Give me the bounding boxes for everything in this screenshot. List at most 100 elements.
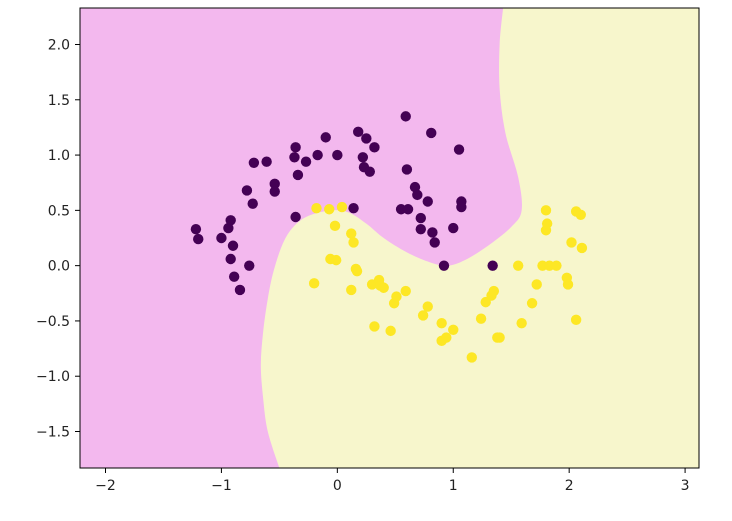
data-point-class-0 [357,152,369,163]
data-point-class-1 [308,278,320,289]
data-point-class-0 [290,211,301,223]
data-point-class-1 [466,352,478,363]
data-point-class-1 [346,284,357,296]
plot-content [80,8,699,468]
data-point-class-1 [311,202,322,214]
data-point-class-1 [417,310,429,321]
data-point-class-0 [269,178,280,190]
data-point-class-1 [488,285,500,297]
x-tick-label: −2 [95,478,116,494]
data-point-class-0 [332,149,343,161]
data-point-class-1 [385,325,396,337]
data-point-class-0 [193,233,204,245]
data-point-class-0 [348,202,359,214]
data-point-class-0 [241,185,253,196]
data-point-class-1 [526,298,538,309]
y-tick-label: −1.5 [36,425,70,441]
data-point-class-0 [438,260,450,271]
data-point-class-0 [248,157,260,169]
x-tick-label: 2 [565,478,574,494]
data-point-class-0 [456,201,467,213]
data-point-class-0 [415,212,426,224]
data-point-class-0 [247,198,258,209]
y-tick-label: 1.5 [48,93,70,109]
data-point-class-1 [369,321,380,332]
data-point-class-1 [551,260,562,271]
data-point-class-1 [378,282,389,293]
decision-region-class-1 [260,8,699,468]
data-point-class-1 [540,205,552,216]
data-point-class-0 [412,189,423,201]
y-axis: −1.5 −1.0 −0.5 0.0 0.5 1.0 1.5 2.0 [36,37,80,441]
data-point-class-0 [364,166,375,177]
data-point-class-0 [227,240,239,251]
y-tick-label: 1.0 [48,148,70,164]
data-point-class-0 [292,169,304,181]
data-point-class-0 [244,260,255,271]
data-point-class-0 [228,271,240,282]
x-tick-label: −1 [211,478,232,494]
y-tick-label: −0.5 [36,314,70,330]
data-point-class-0 [190,223,202,235]
data-point-class-1 [541,218,553,229]
data-points [190,111,588,363]
data-point-class-0 [320,132,331,143]
data-point-class-0 [369,142,380,153]
data-point-class-0 [401,164,413,175]
data-point-class-0 [300,156,312,167]
data-point-class-0 [289,152,300,163]
data-point-class-1 [336,201,348,213]
data-point-class-0 [426,127,437,139]
data-point-class-0 [415,223,426,235]
data-point-class-1 [400,285,411,297]
data-point-class-0 [429,237,440,248]
data-point-class-1 [562,279,574,290]
data-point-class-1 [330,254,342,266]
data-point-class-0 [261,156,272,167]
data-point-class-0 [353,126,364,138]
data-point-class-1 [422,301,433,312]
data-point-class-1 [516,317,527,329]
data-point-class-1 [575,209,586,220]
data-point-class-0 [400,111,411,122]
data-point-class-1 [436,317,447,329]
data-point-class-1 [566,237,577,248]
data-point-class-0 [487,260,498,271]
data-point-class-0 [361,133,372,144]
data-point-class-1 [324,204,335,215]
data-point-class-0 [427,227,438,238]
plot-area [79,7,700,469]
data-point-class-1 [329,220,341,232]
data-point-class-1 [348,237,359,248]
data-point-class-0 [269,186,280,197]
x-tick-label: 1 [449,478,458,494]
data-point-class-0 [225,253,236,265]
data-point-class-0 [234,284,246,296]
data-point-class-1 [448,324,459,335]
data-point-class-1 [531,279,542,290]
axes-frame [79,7,700,469]
y-tick-label: 2.0 [48,37,70,53]
data-point-class-1 [391,291,402,302]
data-point-class-0 [290,142,301,153]
data-point-class-1 [576,242,588,254]
data-point-class-0 [402,204,414,215]
y-tick-label: −1.0 [36,369,70,385]
x-axis: −2 −1 0 1 2 3 [95,468,690,494]
data-point-class-0 [312,149,323,161]
y-tick-label: 0.5 [48,203,70,219]
x-tick-label: 3 [681,478,690,494]
data-point-class-0 [453,144,465,155]
x-tick-label: 0 [333,478,342,494]
data-point-class-1 [441,332,452,343]
data-point-class-0 [422,196,433,207]
data-point-class-0 [216,232,227,244]
data-point-class-1 [351,265,363,277]
data-point-class-1 [475,313,487,324]
data-point-class-0 [225,215,236,226]
y-tick-label: 0.0 [48,259,70,275]
data-point-class-0 [448,222,459,234]
data-point-class-1 [494,332,505,343]
data-point-class-1 [512,260,524,271]
